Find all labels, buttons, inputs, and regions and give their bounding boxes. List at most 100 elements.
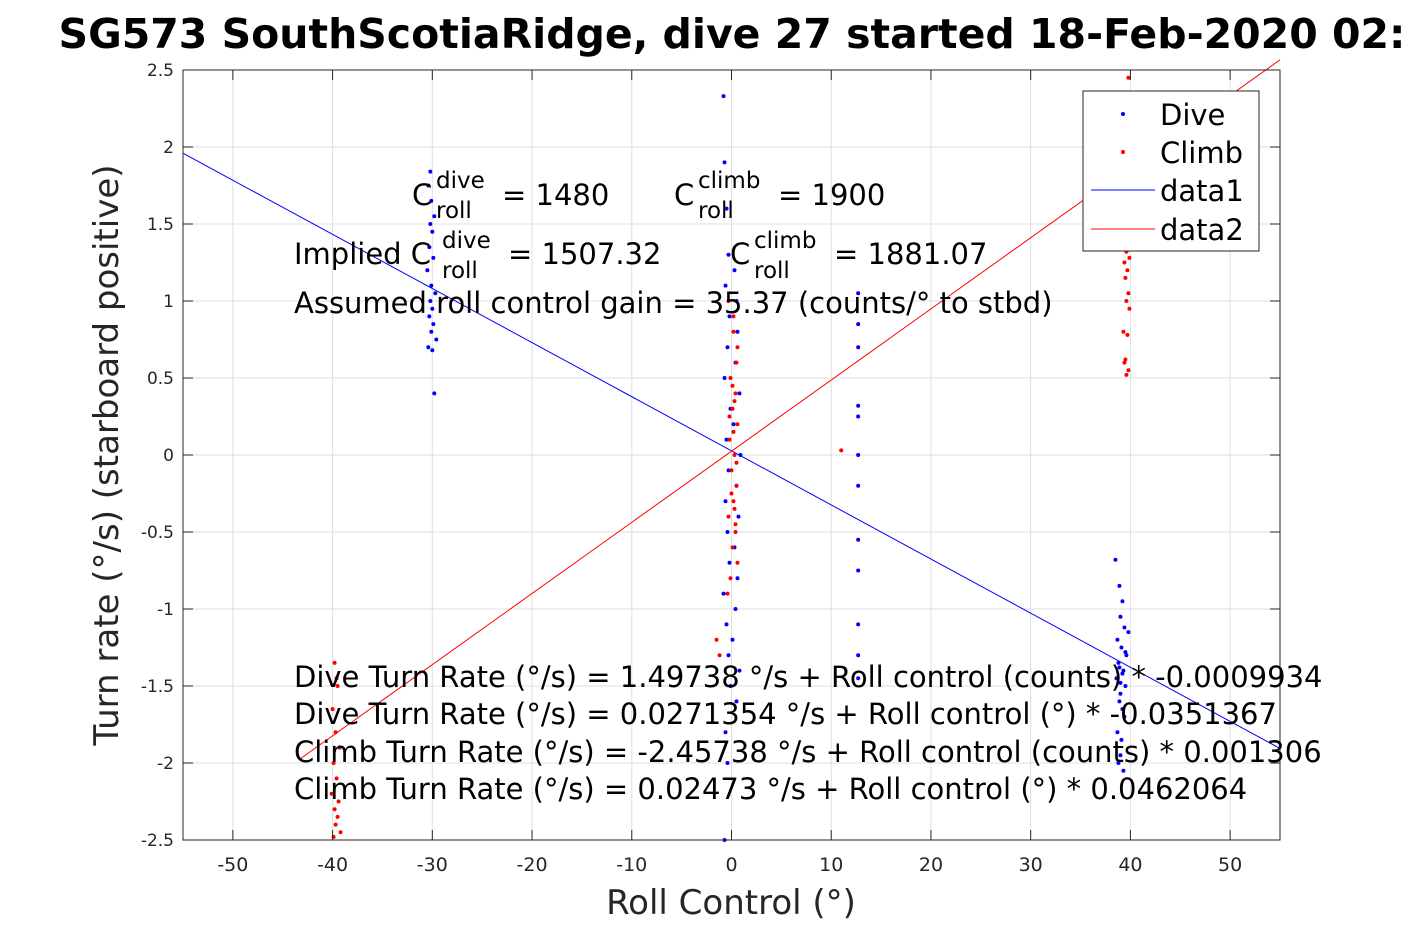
climb-point [1121, 329, 1126, 334]
climb-point [730, 406, 735, 411]
dive-point [726, 468, 731, 473]
implied-dive-prefix: Implied C [294, 237, 431, 271]
y-tick-label: -1 [157, 600, 174, 620]
chart-title: SG573 SouthScotiaRidge, dive 27 started … [59, 10, 1406, 58]
dive-point [856, 291, 861, 296]
dive-point [737, 391, 742, 396]
dive-point [1119, 645, 1124, 650]
dive-point [1123, 684, 1128, 688]
c-climb-letter: C [674, 178, 694, 212]
climb-point [727, 437, 732, 442]
climb-point [1123, 275, 1128, 280]
c-climb-sub: roll [698, 198, 734, 224]
dive-degrees-equation: Dive Turn Rate (°/s) = 0.0271354 °/s + R… [294, 697, 1277, 731]
dive-point [735, 329, 740, 334]
climb-point [726, 514, 731, 519]
dive-point [725, 530, 730, 534]
climb-point [717, 653, 722, 658]
gain-annotation: Assumed roll control gain = 35.37 (count… [294, 286, 1053, 320]
dive-point [735, 576, 740, 581]
dive-point [856, 568, 861, 573]
implied-climb-sup: climb [754, 228, 816, 254]
climb-point [334, 776, 339, 781]
dive-point [431, 255, 436, 260]
climb-point [334, 676, 339, 681]
dive-point [432, 214, 437, 219]
dive-point [724, 206, 729, 211]
legend-dive-label: Dive [1160, 98, 1225, 132]
dive-point [430, 348, 435, 353]
climb-point [733, 391, 738, 396]
climb-point [732, 453, 737, 457]
dive-point [434, 337, 439, 342]
dive-point [856, 453, 861, 457]
dive-point [1113, 557, 1118, 562]
dive-point [737, 668, 742, 673]
climb-point [335, 684, 340, 688]
dive-point [429, 283, 434, 288]
c-dive-sup: dive [436, 168, 485, 194]
dive-point [432, 391, 437, 396]
dive-point [722, 160, 727, 165]
dive-point [724, 622, 729, 627]
climb-point [732, 399, 737, 404]
climb-point [1126, 291, 1131, 296]
dive-point [1118, 691, 1123, 696]
dive-point [736, 514, 741, 519]
climb-point [1127, 255, 1132, 260]
dive-point [738, 453, 743, 457]
climb-point [735, 560, 740, 565]
dive-point [428, 169, 433, 174]
dive-point [428, 222, 433, 226]
c-climb-sup: climb [698, 168, 760, 194]
dive-point [1124, 653, 1129, 658]
dive-point [427, 245, 432, 250]
climb-point [728, 376, 733, 380]
y-tick-label: -2 [157, 754, 174, 774]
dive-point [723, 283, 728, 288]
dive-point [856, 622, 861, 627]
dive-point [1120, 707, 1125, 712]
climb-point [714, 637, 719, 642]
x-tick-label: 30 [1019, 854, 1043, 876]
dive-point [1126, 630, 1131, 635]
dive-point [725, 761, 730, 765]
x-tick-label: -30 [417, 854, 448, 876]
y-tick-label: -1.5 [141, 677, 174, 697]
dive-point [1116, 761, 1121, 765]
dive-point [429, 198, 434, 203]
dive-point [734, 299, 739, 303]
climb-point [333, 822, 338, 827]
dive-point [723, 730, 728, 735]
climb-point [335, 814, 340, 819]
dive-counts-equation: Dive Turn Rate (°/s) = 1.49738 °/s + Rol… [294, 660, 1322, 694]
dive-point [1116, 660, 1121, 665]
x-tick-label: 50 [1218, 854, 1242, 876]
dive-point [856, 414, 861, 419]
dive-point [428, 299, 433, 303]
climb-point [333, 730, 338, 735]
climb-point [1124, 372, 1129, 377]
dive-point [1118, 614, 1123, 619]
legend-dive-marker [1121, 112, 1125, 116]
dive-point [856, 653, 861, 658]
dive-point [721, 94, 726, 99]
y-tick-label: 1.5 [147, 215, 174, 235]
data-points [329, 75, 1132, 842]
climb-point [734, 460, 739, 465]
dive-point [722, 376, 727, 380]
dive-point [1122, 714, 1127, 719]
dive-point [431, 322, 436, 327]
dive-point [430, 229, 435, 234]
climb-point [731, 329, 736, 334]
climb-point [1122, 260, 1127, 265]
dive-point [856, 676, 861, 681]
legend-climb-label: Climb [1160, 136, 1243, 170]
legend-data2-label: data2 [1160, 213, 1244, 247]
climb-point [330, 707, 335, 712]
dive-point [856, 403, 861, 408]
dive-point [1122, 625, 1127, 630]
